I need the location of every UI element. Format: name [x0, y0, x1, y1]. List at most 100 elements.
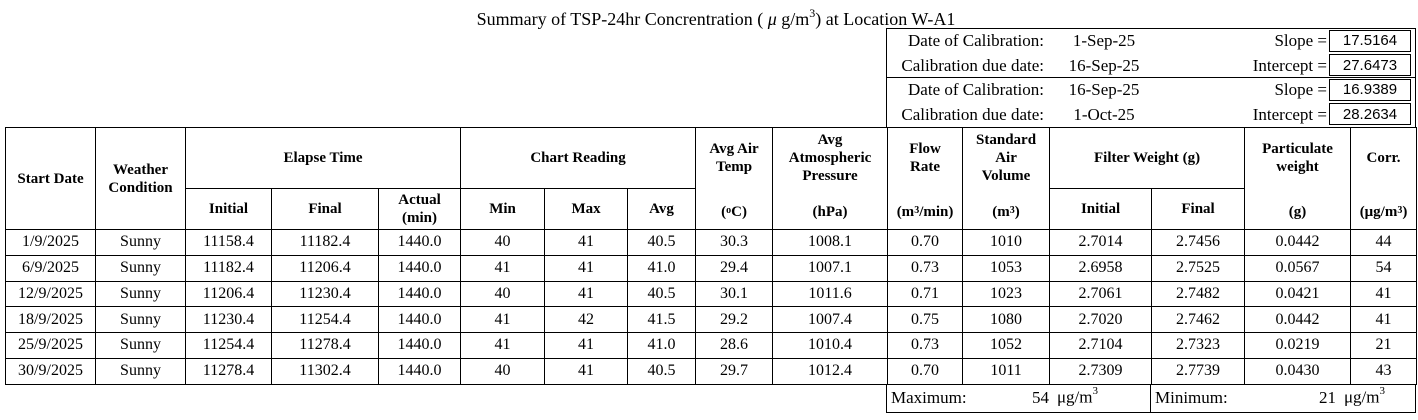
- unit-text: (m: [896, 203, 915, 220]
- calibration-group: Date of Calibration: 1-Sep-25 Slope = 17…: [887, 29, 1415, 78]
- summary-row: Maximum: 54 μg/m3 Minimum: 21 μg/m3: [886, 384, 1416, 413]
- table-row: 6/9/2025 Sunny 11182.4 11206.4 1440.0 41…: [5, 254, 1418, 282]
- cell-particulate: 0.0219: [1244, 332, 1352, 359]
- calibration-block: Date of Calibration: 1-Sep-25 Slope = 17…: [886, 28, 1416, 128]
- unit-particulate: (g): [1288, 203, 1307, 220]
- cell-chart-min: 41: [460, 332, 546, 359]
- unit-flow-rate: (m 3/min): [889, 188, 962, 229]
- calibration-row: Calibration due date: 1-Oct-25 Intercept…: [887, 103, 1415, 128]
- table-body: 1/9/2025 Sunny 11158.4 11182.4 1440.0 40…: [5, 229, 1418, 385]
- header-filter-initial: Initial: [1049, 188, 1153, 230]
- cell-std-volume: 1080: [962, 306, 1051, 333]
- cell-std-volume: 1052: [962, 332, 1051, 359]
- header-avg-atmospheric-pressure: Avg Atmospheric Pressure (hPa): [772, 127, 889, 230]
- header-filter-final: Final: [1151, 188, 1246, 230]
- unit-text: ): [1014, 203, 1020, 220]
- cell-elapse-initial: 11182.4: [185, 254, 272, 282]
- header-row-1: Start Date Weather Condition Elapse Time…: [5, 127, 1418, 230]
- cell-chart-max: 41: [544, 254, 629, 282]
- calibration-date-label: Date of Calibration:: [908, 31, 1044, 51]
- title-superscript: 3: [809, 6, 816, 20]
- minimum-value: 21 μg/m3: [1318, 385, 1385, 407]
- calibration-row: Calibration due date: 16-Sep-25 Intercep…: [887, 54, 1415, 79]
- calibration-param-label: Slope =: [1274, 31, 1327, 51]
- cell-weather: Sunny: [95, 332, 186, 359]
- calibration-value: 16.9389: [1342, 81, 1398, 99]
- cell-filter-initial: 2.7104: [1049, 332, 1153, 359]
- calibration-date-value: 16-Sep-25: [1068, 55, 1140, 75]
- maximum-value: 54 μg/m3: [1031, 385, 1098, 407]
- cell-elapse-initial: 11254.4: [185, 332, 272, 359]
- cell-particulate: 0.0430: [1244, 357, 1352, 385]
- unit-pressure: (hPa): [812, 203, 848, 220]
- cell-chart-min: 40: [460, 357, 546, 385]
- cell-chart-min: 41: [460, 306, 546, 333]
- unit-corr: (μg/m 3): [1352, 188, 1416, 229]
- cell-corr: 41: [1350, 280, 1418, 308]
- header-row-2: Initial Final Actual (min) Min Max Avg I…: [6, 188, 1417, 230]
- cell-flow-rate: 0.73: [887, 332, 964, 359]
- cell-weather: Sunny: [95, 280, 186, 308]
- cell-air-temp: 30.3: [695, 229, 774, 256]
- cell-pressure: 1007.1: [772, 254, 889, 282]
- table-row: 25/9/2025 Sunny 11254.4 11278.4 1440.0 4…: [5, 332, 1418, 359]
- cell-chart-max: 41: [544, 280, 629, 308]
- cell-flow-rate: 0.71: [887, 280, 964, 308]
- cell-chart-avg: 40.5: [627, 280, 697, 308]
- table-row: 18/9/2025 Sunny 11230.4 11254.4 1440.0 4…: [5, 306, 1418, 333]
- cell-corr: 54: [1350, 254, 1418, 282]
- cell-corr: 43: [1350, 357, 1418, 385]
- cell-pressure: 1008.1: [772, 229, 889, 256]
- title-text: Summary of TSP-24hr Concrentration (: [476, 9, 768, 29]
- calibration-date-label: Calibration due date:: [901, 55, 1044, 75]
- cell-weather: Sunny: [95, 229, 186, 256]
- cell-elapse-actual: 1440.0: [377, 306, 462, 333]
- calibration-value: 28.2634: [1342, 105, 1398, 123]
- header-chart-max: Max: [544, 188, 629, 230]
- unit-text: ): [1402, 203, 1408, 220]
- header-particulate-weight: Particulate weight (g): [1244, 127, 1352, 230]
- cell-chart-max: 41: [544, 357, 629, 385]
- cell-elapse-final: 11302.4: [271, 357, 379, 385]
- unit-superscript: o: [726, 204, 732, 216]
- header-start-date: Start Date: [5, 127, 96, 230]
- cell-pressure: 1012.4: [772, 357, 889, 385]
- unit-text: (: [721, 203, 727, 220]
- minimum-label: Minimum:: [1155, 388, 1228, 407]
- header-chart-avg: Avg: [627, 188, 697, 230]
- unit-superscript: 3: [1397, 204, 1403, 216]
- cell-air-temp: 28.6: [695, 332, 774, 359]
- cell-std-volume: 1011: [962, 357, 1051, 385]
- cell-pressure: 1010.4: [772, 332, 889, 359]
- cell-filter-final: 2.7462: [1151, 306, 1246, 333]
- cell-start-date: 6/9/2025: [5, 254, 96, 282]
- cell-elapse-initial: 11206.4: [185, 280, 272, 308]
- calibration-value-box: 17.5164: [1329, 29, 1411, 52]
- cell-chart-avg: 41.5: [627, 306, 697, 333]
- calibration-param-label: Slope =: [1274, 80, 1327, 100]
- cell-start-date: 18/9/2025: [5, 306, 96, 333]
- unit-text: C): [731, 203, 747, 220]
- header-flow-rate: Flow Rate (m 3/min): [887, 127, 964, 230]
- header-standard-air-volume: Standard Air Volume (m 3): [962, 127, 1051, 230]
- cell-elapse-actual: 1440.0: [377, 254, 462, 282]
- calibration-date-value: 16-Sep-25: [1068, 80, 1140, 100]
- cell-flow-rate: 0.70: [887, 229, 964, 256]
- unit-text: (μg/m: [1359, 203, 1398, 220]
- table-row: 1/9/2025 Sunny 11158.4 11182.4 1440.0 40…: [5, 229, 1418, 256]
- cell-start-date: 25/9/2025: [5, 332, 96, 359]
- calibration-date-value: 1-Oct-25: [1073, 104, 1135, 124]
- cell-elapse-actual: 1440.0: [377, 229, 462, 256]
- cell-chart-max: 42: [544, 306, 629, 333]
- cell-corr: 21: [1350, 332, 1418, 359]
- summary-maximum-cell: Maximum: 54 μg/m3: [887, 384, 1151, 412]
- cell-filter-initial: 2.7020: [1049, 306, 1153, 333]
- cell-filter-initial: 2.7061: [1049, 280, 1153, 308]
- cell-chart-min: 40: [460, 280, 546, 308]
- cell-air-temp: 29.4: [695, 254, 774, 282]
- unit-text: /min): [919, 203, 954, 220]
- tsp-table: Start Date Weather Condition Elapse Time…: [5, 127, 1418, 385]
- cell-corr: 44: [1350, 229, 1418, 256]
- cell-particulate: 0.0442: [1244, 229, 1352, 256]
